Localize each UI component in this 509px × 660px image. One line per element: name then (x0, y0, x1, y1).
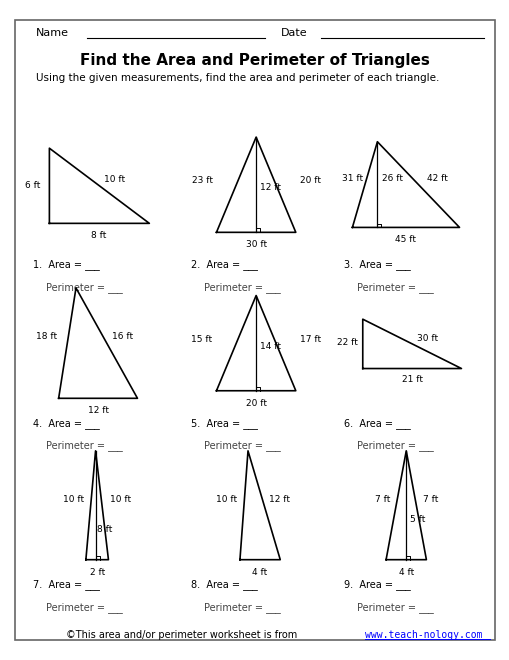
Text: www.teach-nology.com: www.teach-nology.com (364, 630, 481, 640)
Text: 12 ft: 12 ft (88, 406, 108, 415)
Text: 6.  Area = ___: 6. Area = ___ (344, 418, 410, 429)
Text: Perimeter = ___: Perimeter = ___ (204, 282, 280, 293)
Text: 26 ft: 26 ft (382, 174, 403, 183)
Text: 20 ft: 20 ft (299, 176, 320, 185)
Text: 42 ft: 42 ft (427, 174, 447, 183)
Text: 4 ft: 4 ft (398, 568, 413, 577)
Text: 30 ft: 30 ft (245, 240, 266, 249)
Text: Perimeter = ___: Perimeter = ___ (204, 602, 280, 613)
Text: 17 ft: 17 ft (299, 335, 320, 344)
Text: 7.  Area = ___: 7. Area = ___ (33, 579, 100, 591)
Text: 4 ft: 4 ft (252, 568, 267, 577)
Text: 6 ft: 6 ft (25, 182, 40, 190)
Text: Perimeter = ___: Perimeter = ___ (356, 440, 433, 451)
Text: 8 ft: 8 ft (97, 525, 112, 533)
Text: 2 ft: 2 ft (90, 568, 104, 577)
Text: 14 ft: 14 ft (260, 342, 280, 351)
Text: 20 ft: 20 ft (245, 399, 266, 408)
Text: Perimeter = ___: Perimeter = ___ (46, 440, 122, 451)
Text: 5 ft: 5 ft (409, 515, 425, 524)
Text: Using the given measurements, find the area and perimeter of each triangle.: Using the given measurements, find the a… (36, 73, 438, 83)
Text: 5.  Area = ___: 5. Area = ___ (191, 418, 258, 429)
Text: 1.  Area = ___: 1. Area = ___ (33, 259, 100, 271)
Text: 15 ft: 15 ft (191, 335, 212, 344)
Text: 7 ft: 7 ft (422, 495, 438, 504)
Text: 16 ft: 16 ft (112, 333, 133, 341)
Text: 10 ft: 10 ft (103, 176, 124, 184)
Text: 8.  Area = ___: 8. Area = ___ (191, 579, 258, 591)
Text: 12 ft: 12 ft (268, 495, 290, 504)
Text: 12 ft: 12 ft (260, 183, 280, 193)
Text: 2.  Area = ___: 2. Area = ___ (191, 259, 258, 271)
Text: 10 ft: 10 ft (215, 495, 236, 504)
Text: 10 ft: 10 ft (110, 495, 131, 504)
Text: 7 ft: 7 ft (374, 495, 389, 504)
Text: 23 ft: 23 ft (191, 176, 212, 185)
Text: Perimeter = ___: Perimeter = ___ (46, 602, 122, 613)
Text: 10 ft: 10 ft (63, 495, 84, 504)
Text: 9.  Area = ___: 9. Area = ___ (344, 579, 410, 591)
Text: Name: Name (36, 28, 69, 38)
Text: ©This area and/or perimeter worksheet is from: ©This area and/or perimeter worksheet is… (66, 630, 300, 640)
Text: Date: Date (280, 28, 306, 38)
Text: 3.  Area = ___: 3. Area = ___ (344, 259, 410, 271)
Text: 8 ft: 8 ft (91, 231, 106, 240)
Text: Perimeter = ___: Perimeter = ___ (46, 282, 122, 293)
Text: Perimeter = ___: Perimeter = ___ (204, 440, 280, 451)
Text: Find the Area and Perimeter of Triangles: Find the Area and Perimeter of Triangles (80, 53, 429, 68)
Text: 30 ft: 30 ft (416, 334, 437, 343)
Text: 22 ft: 22 ft (336, 338, 357, 346)
Text: 18 ft: 18 ft (36, 333, 57, 341)
Text: 21 ft: 21 ft (401, 375, 422, 384)
Text: 4.  Area = ___: 4. Area = ___ (33, 418, 100, 429)
Text: 31 ft: 31 ft (342, 174, 362, 183)
Text: Perimeter = ___: Perimeter = ___ (356, 282, 433, 293)
Text: 45 ft: 45 ft (394, 234, 416, 244)
Text: Perimeter = ___: Perimeter = ___ (356, 602, 433, 613)
